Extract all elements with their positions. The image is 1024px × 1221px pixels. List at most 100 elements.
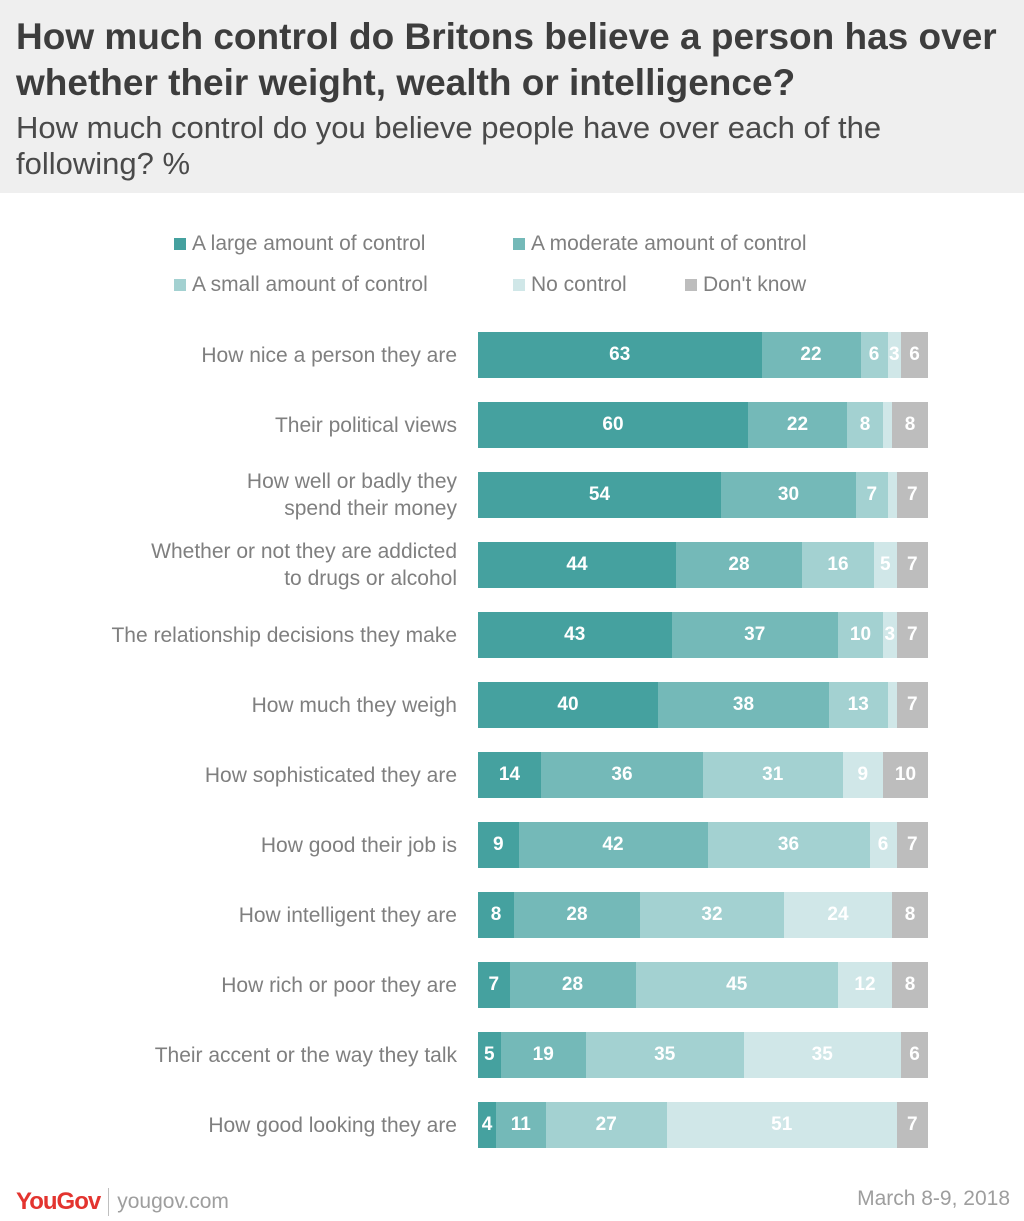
category-label-line: How much they weigh: [251, 693, 457, 717]
bar-segment: 43: [478, 612, 672, 658]
bar-segment: 11: [496, 1102, 546, 1148]
bar-segment: 7: [896, 542, 928, 588]
legend-label: A large amount of control: [192, 232, 426, 255]
bar-segment: 16: [802, 542, 874, 588]
bar-segment: 22: [748, 402, 847, 448]
data-label: 40: [557, 694, 579, 715]
category-label-line: spend their money: [284, 497, 457, 520]
category-label: How good their job is: [37, 832, 457, 859]
data-label: 30: [777, 484, 800, 505]
data-label: 32: [701, 904, 723, 925]
data-label: 6: [909, 344, 920, 365]
data-label: 35: [811, 1044, 833, 1065]
bar-segment: 3: [883, 612, 897, 658]
category-label: How well or badly they spend their money: [37, 468, 457, 522]
bar-segment: 27: [545, 1102, 667, 1148]
bar-segment: 7: [896, 682, 928, 728]
bar-segment: 42: [518, 822, 708, 868]
bar-segment: 7: [856, 472, 888, 518]
category-label-line: How sophisticated they are: [204, 763, 457, 787]
bar-segment: 3: [887, 332, 901, 378]
legend-item: Don't know: [685, 273, 806, 297]
footer-url: yougov.com: [117, 1190, 229, 1213]
bar-segment: 5: [478, 1032, 501, 1078]
bar-segment: 9: [478, 822, 519, 868]
bar-row: 8 28 32 24 8: [478, 892, 928, 938]
category-label: How intelligent they are: [37, 902, 457, 929]
category-label: Their accent or the way they talk: [37, 1042, 457, 1069]
legend-item: A large amount of control: [174, 232, 425, 256]
data-label: 9: [492, 834, 504, 855]
bar-segment: 5: [874, 542, 897, 588]
bar-segment: 45: [635, 962, 838, 1008]
data-label: 60: [602, 414, 624, 435]
bar-segment: 4: [478, 1102, 496, 1148]
data-label: 24: [827, 904, 849, 925]
data-label: 14: [498, 764, 521, 785]
bar-row: 54 30 7 7: [478, 472, 928, 518]
chart-header: How much control do Britons believe a pe…: [0, 0, 1024, 193]
data-label: 35: [654, 1044, 676, 1065]
category-label-line: The relationship decisions they make: [111, 623, 457, 647]
bar-segment: 8: [478, 892, 514, 938]
bar-segment: 63: [478, 332, 762, 378]
bar-segment: 36: [541, 752, 703, 798]
category-label-line: Their accent or the way they talk: [154, 1043, 457, 1067]
data-label: 19: [532, 1044, 554, 1065]
bar-segment: 7: [478, 962, 510, 1008]
footer-divider: [108, 1188, 110, 1216]
data-label: 3: [884, 624, 896, 645]
data-label: 7: [906, 554, 918, 575]
chart-title: How much control do Britons believe a pe…: [16, 16, 997, 103]
legend-swatch: [513, 238, 525, 250]
data-label: 28: [561, 974, 584, 995]
bar-segment: 60: [478, 402, 748, 448]
data-label: 16: [827, 554, 849, 575]
bar-row: 44 28 16 5 7: [478, 542, 928, 588]
data-label: 42: [602, 834, 624, 855]
bar-row: 43 37 10 3 7: [478, 612, 928, 658]
data-label: 44: [566, 554, 588, 575]
data-label: 54: [588, 484, 611, 505]
bar-row: 5 19 35 35 6: [478, 1032, 928, 1078]
bar-segment: 10: [838, 612, 883, 658]
category-label-line: How rich or poor they are: [221, 973, 457, 997]
category-label-line: Their political views: [274, 413, 457, 437]
bar-segment: 30: [721, 472, 856, 518]
bar-segment: 38: [658, 682, 829, 728]
data-label: 43: [564, 624, 586, 645]
bar-segment: 28: [676, 542, 802, 588]
bar-segment: 31: [703, 752, 843, 798]
legend-item: A moderate amount of control: [513, 232, 807, 256]
bar-segment: 7: [896, 472, 928, 518]
data-label: 5: [879, 554, 891, 575]
category-label-line: How intelligent they are: [238, 903, 457, 927]
legend-label: A small amount of control: [192, 273, 428, 296]
data-label: 8: [904, 974, 916, 995]
data-label: 7: [906, 834, 918, 855]
data-label: 27: [595, 1114, 617, 1135]
data-label: 22: [786, 414, 809, 435]
category-label-line: Whether or not they are addicted: [151, 540, 457, 563]
bar-segment: 44: [478, 542, 676, 588]
legend-swatch: [513, 279, 525, 291]
bar-segment: 6: [901, 332, 928, 378]
data-label: 63: [609, 344, 631, 365]
bar-segment: 40: [478, 682, 658, 728]
category-label-line: How well or badly they: [246, 470, 457, 493]
category-label: How sophisticated they are: [37, 762, 457, 789]
data-label: 37: [744, 624, 766, 645]
data-label: 45: [726, 974, 748, 995]
category-label: How nice a person they are: [37, 342, 457, 369]
data-label: 7: [906, 694, 918, 715]
data-label: 38: [732, 694, 755, 715]
data-label: 10: [894, 764, 917, 785]
bar-row: 60 22 8 8: [478, 402, 928, 448]
bar-segment: 7: [896, 612, 928, 658]
bar-segment: 6: [860, 332, 888, 378]
bar-segment: 14: [478, 752, 541, 798]
yougov-logo: YouGov: [16, 1188, 101, 1215]
legend-item: A small amount of control: [174, 273, 428, 297]
category-label: Their political views: [37, 412, 457, 439]
bar-row: 63 22 6 3 6: [478, 332, 928, 378]
